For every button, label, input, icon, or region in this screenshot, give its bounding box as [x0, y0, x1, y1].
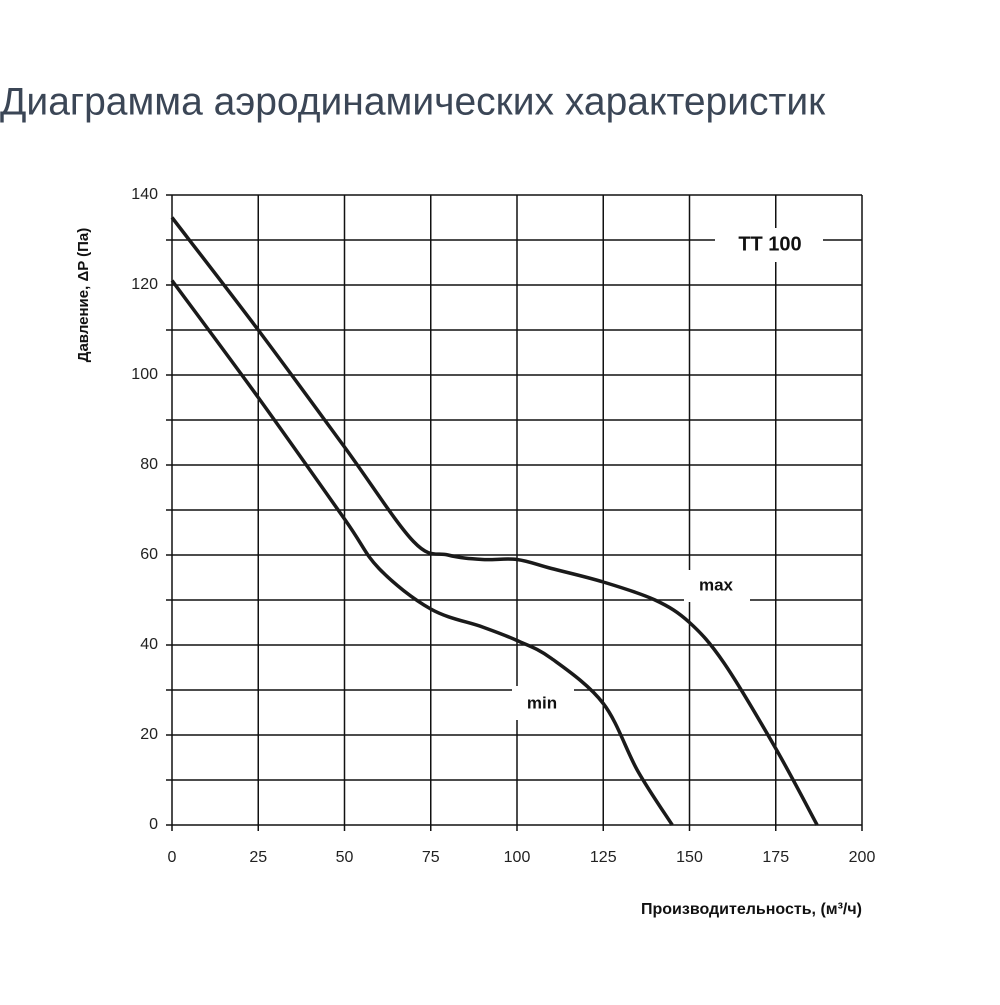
series-line	[170, 279, 674, 826]
x-tick-label: 100	[504, 849, 531, 866]
y-tick-label: 20	[140, 726, 158, 743]
label-bg	[684, 570, 750, 602]
y-tick-label: 60	[140, 546, 158, 563]
x-axis-title: Производительность, (м³/ч)	[641, 901, 862, 918]
y-tick-label: 0	[149, 816, 158, 833]
model-label: ТТ 100	[738, 233, 801, 255]
label-bg	[512, 686, 574, 720]
x-tick-label: 25	[249, 849, 267, 866]
series-label: max	[699, 575, 734, 594]
x-tick-label: 200	[849, 849, 876, 866]
y-axis-title: Давление, ΔP (Па)	[75, 228, 92, 362]
series-label: min	[527, 693, 557, 712]
x-tick-label: 50	[336, 849, 354, 866]
y-tick-label: 120	[131, 276, 158, 293]
y-tick-label: 100	[131, 366, 158, 383]
x-tick-label: 150	[676, 849, 703, 866]
curves	[170, 216, 819, 826]
y-tick-label: 40	[140, 636, 158, 653]
label-bg	[715, 228, 823, 262]
chart-title: Диаграмма аэродинамических характеристик	[0, 80, 826, 123]
series-line	[170, 216, 819, 826]
x-tick-label: 125	[590, 849, 617, 866]
grid: 0 25 50 75 100 125 150 175 200 0 20 40 60 80 100 120 140	[131, 186, 875, 866]
y-tick-label: 80	[140, 456, 158, 473]
x-tick-label: 0	[168, 849, 177, 866]
x-tick-label: 175	[762, 849, 789, 866]
x-tick-label: 75	[422, 849, 440, 866]
y-tick-label: 140	[131, 186, 158, 203]
